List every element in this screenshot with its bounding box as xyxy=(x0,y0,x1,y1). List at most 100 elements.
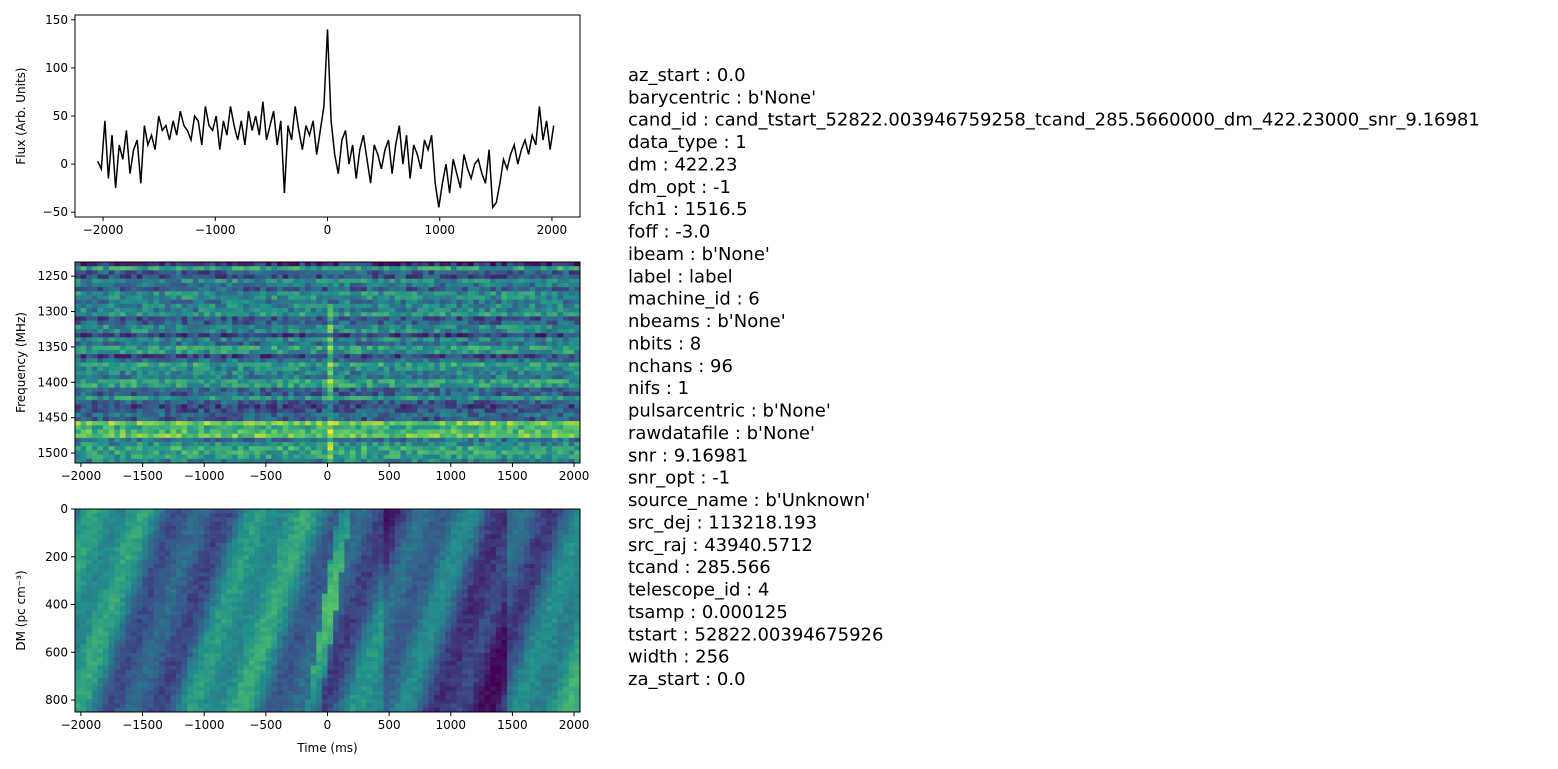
heatmap-cell xyxy=(429,346,435,351)
heatmap-cell xyxy=(81,350,87,355)
heatmap-cell xyxy=(535,450,541,455)
heatmap-cell xyxy=(440,442,446,447)
heatmap-cell xyxy=(445,342,451,347)
heatmap-cell xyxy=(288,337,294,342)
heatmap-cell xyxy=(260,388,266,393)
heatmap-cell xyxy=(311,346,317,351)
heatmap-cell xyxy=(440,396,446,401)
heatmap-cell xyxy=(142,404,148,409)
x-tick-label: −500 xyxy=(249,469,282,483)
heatmap-cell xyxy=(148,526,154,531)
heatmap-cell xyxy=(142,383,148,388)
heatmap-cell xyxy=(249,371,255,376)
heatmap-cell xyxy=(81,342,87,347)
heatmap-cell xyxy=(204,446,210,451)
heatmap-cell xyxy=(429,367,435,372)
heatmap-cell xyxy=(255,379,261,384)
heatmap-cell xyxy=(333,342,339,347)
heatmap-cell xyxy=(260,363,266,368)
heatmap-cell xyxy=(193,342,199,347)
heatmap-cell xyxy=(333,333,339,338)
heatmap-cell xyxy=(558,517,564,522)
heatmap-cell xyxy=(204,396,210,401)
heatmap-cell xyxy=(412,316,418,321)
heatmap-cell xyxy=(546,350,552,355)
heatmap-cell xyxy=(182,358,188,363)
heatmap-cell xyxy=(395,526,401,531)
heatmap-cell xyxy=(400,455,406,460)
heatmap-cell xyxy=(501,430,507,435)
heatmap-cell xyxy=(417,396,423,401)
heatmap-cell xyxy=(429,400,435,405)
heatmap-cell xyxy=(356,308,362,313)
heatmap-cell xyxy=(389,425,395,430)
heatmap-cell xyxy=(479,425,485,430)
heatmap-cell xyxy=(445,425,451,430)
heatmap-cell xyxy=(249,304,255,309)
heatmap-cell xyxy=(97,388,103,393)
heatmap-cell xyxy=(176,342,182,347)
heatmap-cell xyxy=(243,455,249,460)
heatmap-cell xyxy=(429,434,435,439)
heatmap-cell xyxy=(170,363,176,368)
heatmap-cell xyxy=(530,300,536,305)
heatmap-cell xyxy=(406,367,412,372)
heatmap-cell xyxy=(92,333,98,338)
heatmap-cell xyxy=(204,371,210,376)
heatmap-cell xyxy=(344,383,350,388)
heatmap-cell xyxy=(120,413,126,418)
heatmap-cell xyxy=(513,434,519,439)
heatmap-cell xyxy=(187,296,193,301)
heatmap-cell xyxy=(322,534,328,539)
heatmap-cell xyxy=(103,312,109,317)
heatmap-cell xyxy=(496,300,502,305)
heatmap-cell xyxy=(260,337,266,342)
heatmap-cell xyxy=(204,526,210,531)
heatmap-cell xyxy=(182,421,188,426)
heatmap-cell xyxy=(356,337,362,342)
heatmap-cell xyxy=(462,430,468,435)
heatmap-cell xyxy=(417,304,423,309)
heatmap-cell xyxy=(333,371,339,376)
heatmap-cell xyxy=(266,296,272,301)
y-tick-label: 1250 xyxy=(37,269,68,283)
heatmap-cell xyxy=(266,396,272,401)
heatmap-cell xyxy=(400,308,406,313)
heatmap-cell xyxy=(260,291,266,296)
heatmap-cell xyxy=(524,354,530,359)
heatmap-cell xyxy=(569,266,575,271)
heatmap-cell xyxy=(277,350,283,355)
heatmap-cell xyxy=(126,291,132,296)
heatmap-cell xyxy=(294,329,300,334)
heatmap-cell xyxy=(97,400,103,405)
heatmap-cell xyxy=(176,371,182,376)
heatmap-cell xyxy=(221,333,227,338)
heatmap-cell xyxy=(361,342,367,347)
heatmap-cell xyxy=(395,354,401,359)
heatmap-cell xyxy=(103,383,109,388)
heatmap-cell xyxy=(283,367,289,372)
heatmap-cell xyxy=(361,417,367,422)
heatmap-cell xyxy=(356,350,362,355)
heatmap-cell xyxy=(243,513,249,518)
heatmap-cell xyxy=(238,346,244,351)
heatmap-cell xyxy=(227,404,233,409)
heatmap-cell xyxy=(299,421,305,426)
heatmap-cell xyxy=(490,354,496,359)
heatmap-cell xyxy=(271,316,277,321)
heatmap-cell xyxy=(75,358,81,363)
heatmap-cell xyxy=(569,279,575,284)
heatmap-cell xyxy=(546,417,552,422)
heatmap-cell xyxy=(322,354,328,359)
heatmap-cell xyxy=(395,329,401,334)
heatmap-cell xyxy=(243,316,249,321)
heatmap-cell xyxy=(97,522,103,527)
heatmap-cell xyxy=(271,534,277,539)
heatmap-cell xyxy=(238,266,244,271)
heatmap-cell xyxy=(378,329,384,334)
heatmap-cell xyxy=(384,413,390,418)
heatmap-cell xyxy=(148,283,154,288)
heatmap-cell xyxy=(361,321,367,326)
heatmap-cell xyxy=(120,287,126,292)
heatmap-cell xyxy=(473,333,479,338)
